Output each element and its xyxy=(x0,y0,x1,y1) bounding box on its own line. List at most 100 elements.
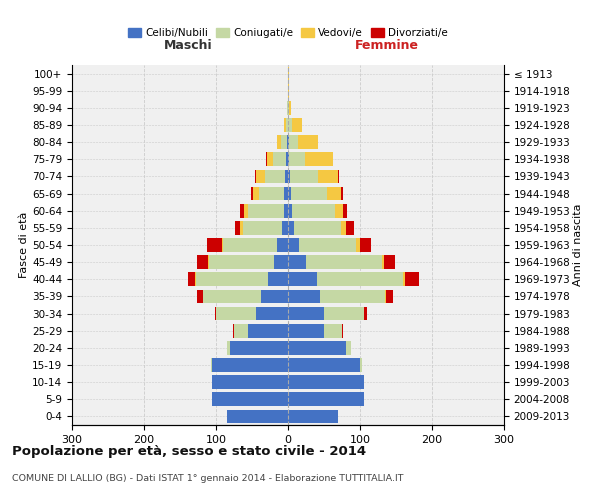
Bar xyxy=(266,152,267,166)
Bar xyxy=(294,221,341,234)
Bar xyxy=(253,186,259,200)
Bar xyxy=(248,324,288,338)
Bar xyxy=(324,306,364,320)
Bar xyxy=(268,272,288,286)
Bar xyxy=(208,256,209,269)
Bar xyxy=(267,152,273,166)
Bar xyxy=(288,306,324,320)
Bar xyxy=(281,136,287,149)
Bar xyxy=(227,410,288,424)
Bar xyxy=(288,136,289,149)
Bar xyxy=(288,256,306,269)
Bar xyxy=(203,290,260,304)
Bar xyxy=(384,256,395,269)
Bar xyxy=(288,152,289,166)
Bar xyxy=(255,170,256,183)
Bar xyxy=(288,238,299,252)
Legend: Celibi/Nubili, Coniugati/e, Vedovi/e, Divorziati/e: Celibi/Nubili, Coniugati/e, Vedovi/e, Di… xyxy=(124,24,452,42)
Bar xyxy=(288,272,317,286)
Bar xyxy=(289,136,298,149)
Bar xyxy=(273,152,286,166)
Bar xyxy=(216,306,256,320)
Bar xyxy=(233,324,234,338)
Bar xyxy=(342,324,343,338)
Bar xyxy=(382,256,384,269)
Bar xyxy=(287,101,288,114)
Bar xyxy=(289,101,291,114)
Bar xyxy=(360,238,371,252)
Bar xyxy=(277,238,288,252)
Bar xyxy=(241,204,244,218)
Bar xyxy=(248,204,284,218)
Bar xyxy=(234,324,248,338)
Text: COMUNE DI LALLIO (BG) - Dati ISTAT 1° gennaio 2014 - Elaborazione TUTTITALIA.IT: COMUNE DI LALLIO (BG) - Dati ISTAT 1° ge… xyxy=(12,474,404,483)
Bar xyxy=(324,324,342,338)
Bar xyxy=(230,341,288,354)
Bar xyxy=(284,186,288,200)
Bar xyxy=(346,341,352,354)
Bar xyxy=(341,221,346,234)
Bar xyxy=(404,272,419,286)
Bar xyxy=(327,186,341,200)
Bar xyxy=(212,376,288,389)
Bar xyxy=(364,306,367,320)
Bar xyxy=(403,272,404,286)
Bar xyxy=(284,118,286,132)
Text: Popolazione per età, sesso e stato civile - 2014: Popolazione per età, sesso e stato civil… xyxy=(12,445,366,458)
Bar xyxy=(288,376,364,389)
Bar xyxy=(215,306,216,320)
Bar xyxy=(212,392,288,406)
Bar xyxy=(265,170,285,183)
Bar xyxy=(235,221,241,234)
Bar xyxy=(282,221,288,234)
Bar xyxy=(288,186,291,200)
Bar xyxy=(285,170,288,183)
Bar xyxy=(277,136,281,149)
Bar xyxy=(260,290,288,304)
Bar xyxy=(288,101,289,114)
Bar xyxy=(274,256,288,269)
Bar xyxy=(259,186,284,200)
Bar xyxy=(242,221,282,234)
Bar xyxy=(223,238,277,252)
Bar xyxy=(256,170,265,183)
Bar xyxy=(286,152,288,166)
Bar xyxy=(343,204,347,218)
Y-axis label: Anni di nascita: Anni di nascita xyxy=(573,204,583,286)
Bar xyxy=(288,410,338,424)
Bar xyxy=(284,204,288,218)
Bar xyxy=(341,186,343,200)
Bar xyxy=(360,358,362,372)
Y-axis label: Fasce di età: Fasce di età xyxy=(19,212,29,278)
Bar xyxy=(346,221,353,234)
Bar xyxy=(244,204,248,218)
Bar xyxy=(196,272,268,286)
Bar xyxy=(386,290,393,304)
Bar xyxy=(292,204,335,218)
Bar xyxy=(288,170,290,183)
Bar xyxy=(288,290,320,304)
Bar xyxy=(197,290,203,304)
Bar xyxy=(385,290,386,304)
Bar xyxy=(251,186,253,200)
Bar xyxy=(212,358,288,372)
Bar xyxy=(317,272,403,286)
Bar xyxy=(338,170,339,183)
Bar xyxy=(298,136,318,149)
Bar xyxy=(288,118,292,132)
Text: Maschi: Maschi xyxy=(164,40,213,52)
Bar xyxy=(299,238,356,252)
Bar xyxy=(335,204,343,218)
Bar xyxy=(256,306,288,320)
Bar xyxy=(317,170,338,183)
Bar xyxy=(320,290,385,304)
Bar xyxy=(241,221,242,234)
Bar xyxy=(288,392,364,406)
Bar xyxy=(356,238,360,252)
Bar xyxy=(332,152,334,166)
Bar xyxy=(288,341,346,354)
Bar xyxy=(227,341,230,354)
Bar xyxy=(305,152,332,166)
Bar xyxy=(211,358,212,372)
Bar xyxy=(208,238,222,252)
